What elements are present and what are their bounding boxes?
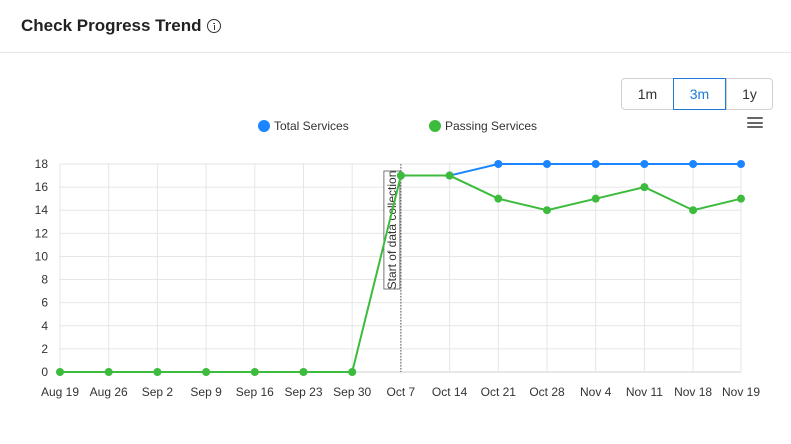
x-tick-label: Aug 19 (41, 385, 79, 399)
data-point (250, 368, 259, 376)
x-tick-label: Sep 30 (333, 385, 371, 399)
y-tick-label: 16 (35, 180, 49, 194)
data-point (104, 368, 113, 376)
x-tick-label: Nov 4 (580, 385, 612, 399)
y-tick-label: 2 (41, 342, 48, 356)
data-point (689, 206, 698, 215)
data-point (494, 160, 503, 168)
y-tick-label: 4 (41, 319, 48, 333)
hamburger-menu-icon[interactable] (747, 117, 764, 128)
legend-marker (429, 120, 441, 132)
chart-header: Check Progress Trend (0, 0, 791, 53)
x-tick-label: Oct 28 (529, 385, 565, 399)
info-icon[interactable] (207, 19, 222, 33)
data-point (591, 160, 600, 168)
y-tick-label: 14 (35, 203, 49, 217)
x-tick-label: Oct 14 (432, 385, 468, 399)
data-point (591, 194, 600, 203)
x-tick-label: Sep 16 (236, 385, 274, 399)
data-point (689, 160, 698, 168)
y-tick-label: 6 (41, 296, 48, 310)
data-point (153, 368, 162, 376)
legend-label: Passing Services (445, 119, 537, 133)
time-range-selector: 1m 3m 1y (621, 78, 773, 110)
range-1m-button[interactable]: 1m (622, 79, 673, 109)
x-tick-label: Oct 7 (387, 385, 416, 399)
y-tick-label: 10 (35, 249, 49, 263)
legend-label: Total Services (274, 119, 349, 133)
page-title: Check Progress Trend (21, 16, 222, 36)
x-tick-label: Nov 11 (626, 385, 663, 399)
data-point (445, 171, 454, 180)
x-tick-label: Sep 2 (142, 385, 174, 399)
y-tick-label: 12 (35, 226, 49, 240)
y-tick-label: 18 (35, 157, 49, 171)
x-tick-label: Aug 26 (90, 385, 128, 399)
data-point (543, 160, 551, 168)
data-point (494, 194, 503, 203)
data-point (640, 160, 649, 168)
data-point (299, 368, 308, 376)
data-point (737, 194, 745, 203)
data-point (640, 183, 649, 192)
title-text: Check Progress Trend (21, 16, 202, 35)
y-tick-label: 8 (41, 273, 48, 287)
x-tick-label: Sep 9 (190, 385, 222, 399)
x-tick-label: Nov 18 (674, 385, 712, 399)
y-tick-label: 0 (41, 365, 48, 379)
range-1y-button[interactable]: 1y (726, 79, 772, 109)
legend-marker (258, 120, 270, 132)
x-tick-label: Oct 21 (481, 385, 517, 399)
data-point (543, 206, 551, 215)
data-point (396, 171, 405, 180)
range-3m-button[interactable]: 3m (673, 78, 726, 110)
data-point (348, 368, 357, 376)
series-line-total (400, 163, 741, 177)
x-tick-label: Nov 19 (722, 385, 760, 399)
annotation-label-box (383, 170, 401, 290)
x-tick-label: Sep 23 (284, 385, 322, 399)
data-point (737, 160, 745, 168)
data-point (56, 368, 64, 376)
data-point (202, 368, 211, 376)
